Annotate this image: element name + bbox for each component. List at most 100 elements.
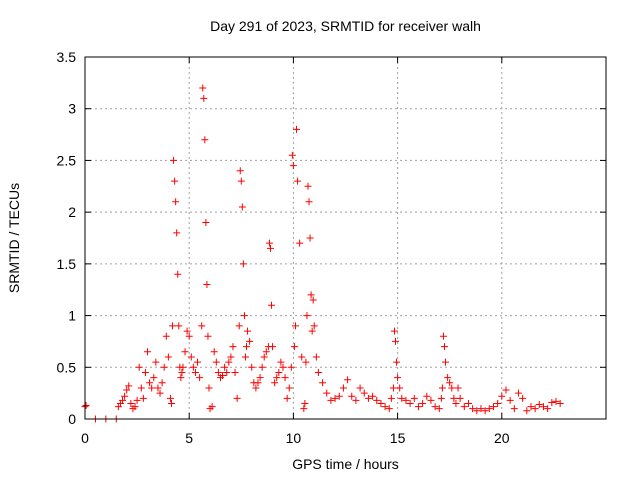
data-point — [331, 394, 339, 402]
data-point — [191, 368, 199, 376]
data-point — [121, 392, 129, 400]
data-point — [323, 389, 331, 397]
data-point — [256, 374, 264, 382]
data-point — [204, 332, 212, 340]
data-point — [244, 327, 252, 335]
data-point — [448, 384, 456, 392]
y-tick-label: 0 — [68, 411, 76, 427]
data-point — [327, 396, 335, 404]
grid-lines — [85, 57, 606, 419]
data-point — [160, 363, 168, 371]
data-point — [127, 399, 135, 407]
data-point — [174, 270, 182, 278]
data-points — [81, 84, 564, 423]
data-point — [269, 343, 277, 351]
data-point — [205, 384, 213, 392]
data-point — [450, 394, 458, 402]
data-point — [169, 322, 177, 330]
data-point — [133, 396, 141, 404]
data-point — [240, 312, 248, 320]
data-point — [177, 374, 185, 382]
data-point — [293, 125, 301, 133]
data-point — [304, 182, 312, 190]
data-point — [119, 396, 127, 404]
data-point — [481, 407, 489, 415]
data-point — [444, 374, 452, 382]
data-point — [356, 384, 364, 392]
data-point — [246, 337, 254, 345]
data-point — [456, 394, 464, 402]
data-point — [523, 407, 531, 415]
data-point — [414, 403, 422, 411]
data-point — [454, 384, 462, 392]
y-tick-label: 2.5 — [57, 152, 77, 168]
data-point — [123, 386, 131, 394]
data-point — [544, 405, 552, 413]
data-point — [377, 399, 385, 407]
data-point — [185, 332, 193, 340]
data-point — [348, 392, 356, 400]
data-point — [398, 394, 406, 402]
data-point — [172, 198, 180, 206]
data-point — [150, 374, 158, 382]
data-point — [389, 384, 397, 392]
data-point — [306, 234, 314, 242]
data-point — [227, 353, 235, 361]
data-point — [344, 376, 352, 384]
data-point — [305, 198, 313, 206]
data-point — [437, 394, 445, 402]
data-point — [285, 384, 293, 392]
y-tick-label: 1.5 — [57, 256, 77, 272]
data-point — [137, 384, 145, 392]
data-point — [296, 239, 304, 247]
data-point — [473, 407, 481, 415]
data-point — [125, 382, 133, 390]
data-point — [502, 386, 510, 394]
data-point — [427, 396, 435, 404]
data-point — [164, 353, 172, 361]
data-point — [394, 374, 402, 382]
data-point — [287, 363, 295, 371]
y-tick-label: 2 — [68, 204, 76, 220]
data-point — [498, 392, 506, 400]
data-point — [225, 358, 233, 366]
data-point — [335, 392, 343, 400]
data-point — [141, 368, 149, 376]
data-point — [548, 398, 556, 406]
data-point — [202, 218, 210, 226]
data-point — [438, 384, 446, 392]
y-tick-label: 3 — [68, 101, 76, 117]
x-tick-label: 5 — [185, 430, 193, 446]
data-point — [199, 84, 207, 92]
data-point — [279, 363, 287, 371]
data-point — [144, 348, 152, 356]
data-point — [258, 363, 266, 371]
data-point — [237, 177, 245, 185]
data-point — [194, 358, 202, 366]
data-point — [201, 136, 209, 144]
y-tick-label: 0.5 — [57, 359, 77, 375]
data-point — [166, 394, 174, 402]
data-point — [219, 372, 227, 380]
data-point — [319, 379, 327, 387]
data-point — [175, 322, 183, 330]
data-point — [369, 392, 377, 400]
data-point — [440, 343, 448, 351]
data-point — [519, 394, 527, 402]
data-point — [221, 363, 229, 371]
data-point — [148, 384, 156, 392]
data-point — [156, 389, 164, 397]
data-point — [268, 301, 276, 309]
data-point — [198, 322, 206, 330]
data-point — [266, 244, 274, 252]
data-point — [214, 368, 222, 376]
data-point — [291, 322, 299, 330]
data-point — [241, 353, 249, 361]
data-point — [387, 394, 395, 402]
axis-ticks: 0 0.5 1 1.5 2 2.5 3 3.5 0 5 10 15 20 — [57, 49, 606, 446]
data-point — [239, 260, 247, 268]
data-point — [212, 358, 220, 366]
data-point — [439, 332, 447, 340]
data-point — [552, 397, 560, 405]
data-point — [290, 343, 298, 351]
